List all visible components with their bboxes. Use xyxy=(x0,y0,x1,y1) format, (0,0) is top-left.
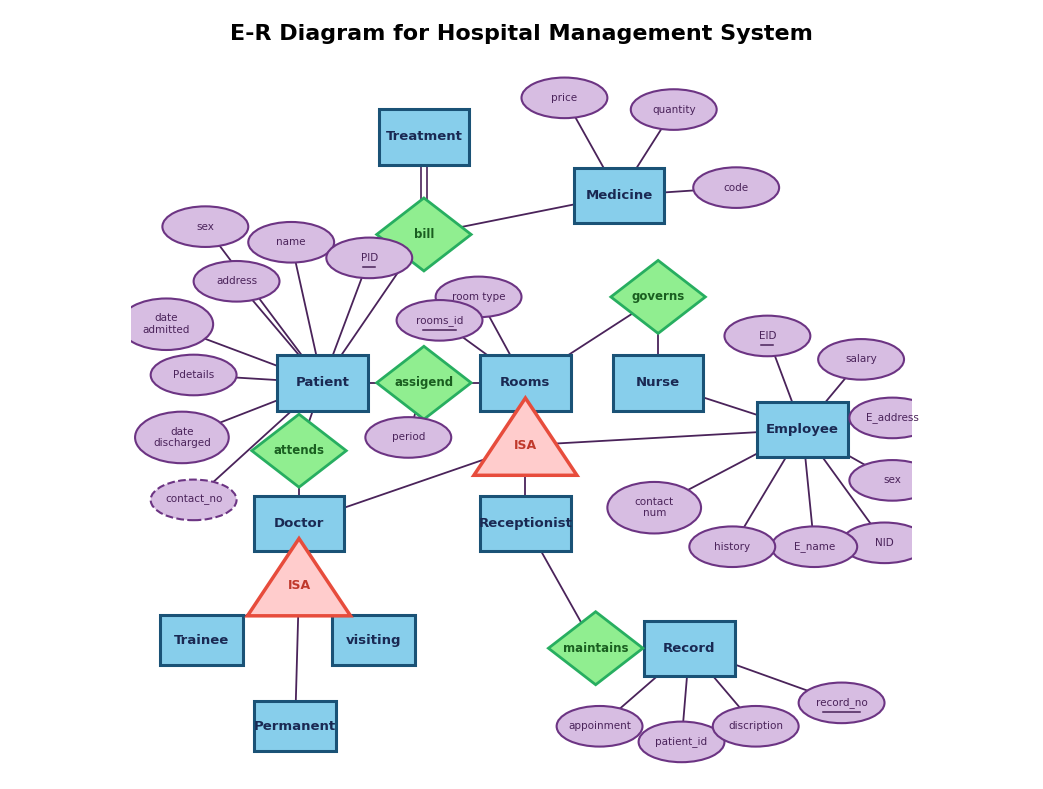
FancyBboxPatch shape xyxy=(645,620,734,676)
Text: Receptionist: Receptionist xyxy=(479,517,573,529)
FancyBboxPatch shape xyxy=(379,109,469,165)
Text: EID: EID xyxy=(758,331,776,341)
Text: attends: attends xyxy=(273,444,324,457)
Text: Permanent: Permanent xyxy=(254,720,336,733)
Ellipse shape xyxy=(631,89,717,130)
FancyBboxPatch shape xyxy=(574,168,664,223)
Text: E_name: E_name xyxy=(794,541,834,552)
Text: E_address: E_address xyxy=(866,413,919,424)
Text: maintains: maintains xyxy=(563,641,629,655)
Text: code: code xyxy=(724,182,749,193)
Text: appoinment: appoinment xyxy=(568,721,631,731)
Ellipse shape xyxy=(150,355,237,395)
Text: contact
num: contact num xyxy=(634,497,674,518)
Text: Record: Record xyxy=(663,641,715,655)
Polygon shape xyxy=(377,198,471,271)
Text: assigend: assigend xyxy=(394,376,454,389)
FancyBboxPatch shape xyxy=(160,615,243,665)
Ellipse shape xyxy=(725,316,810,357)
Ellipse shape xyxy=(150,480,237,520)
Polygon shape xyxy=(251,414,346,487)
FancyBboxPatch shape xyxy=(253,701,337,751)
Text: Doctor: Doctor xyxy=(274,517,324,529)
Text: period: period xyxy=(391,432,425,443)
Ellipse shape xyxy=(120,298,213,350)
Text: contact_no: contact_no xyxy=(165,495,222,505)
FancyBboxPatch shape xyxy=(253,495,344,551)
Text: sex: sex xyxy=(196,222,214,232)
Ellipse shape xyxy=(163,207,248,247)
Polygon shape xyxy=(549,611,642,685)
Text: room type: room type xyxy=(452,292,505,302)
Text: patient_id: patient_id xyxy=(655,736,707,747)
Text: address: address xyxy=(216,276,258,286)
Polygon shape xyxy=(474,398,577,475)
Text: PID: PID xyxy=(361,253,378,263)
Text: salary: salary xyxy=(845,354,877,365)
Ellipse shape xyxy=(849,398,936,438)
Ellipse shape xyxy=(248,222,334,263)
Ellipse shape xyxy=(772,526,857,567)
Text: Nurse: Nurse xyxy=(636,376,680,389)
Ellipse shape xyxy=(557,706,642,746)
FancyBboxPatch shape xyxy=(480,495,571,551)
Text: Rooms: Rooms xyxy=(501,376,551,389)
Text: Trainee: Trainee xyxy=(174,634,229,647)
Text: Patient: Patient xyxy=(295,376,349,389)
Text: quantity: quantity xyxy=(652,105,696,114)
Ellipse shape xyxy=(712,706,799,746)
Ellipse shape xyxy=(694,167,779,208)
FancyBboxPatch shape xyxy=(613,355,703,410)
Text: ISA: ISA xyxy=(288,579,311,593)
FancyBboxPatch shape xyxy=(480,355,571,410)
FancyBboxPatch shape xyxy=(757,402,848,458)
Text: discription: discription xyxy=(728,721,783,731)
Ellipse shape xyxy=(436,277,522,317)
Text: ISA: ISA xyxy=(514,439,537,452)
Text: rooms_id: rooms_id xyxy=(416,315,463,326)
Text: name: name xyxy=(276,237,306,247)
Ellipse shape xyxy=(638,722,725,762)
Ellipse shape xyxy=(689,526,775,567)
Ellipse shape xyxy=(849,460,936,501)
Text: Treatment: Treatment xyxy=(386,130,462,144)
Text: sex: sex xyxy=(883,476,901,485)
Text: date
discharged: date discharged xyxy=(153,427,211,448)
Polygon shape xyxy=(247,539,350,616)
Polygon shape xyxy=(377,346,471,419)
Text: Medicine: Medicine xyxy=(585,189,653,202)
Ellipse shape xyxy=(799,682,884,724)
Text: Employee: Employee xyxy=(767,423,839,436)
Text: governs: governs xyxy=(631,290,685,304)
Text: record_no: record_no xyxy=(816,697,868,709)
Ellipse shape xyxy=(522,77,607,118)
FancyBboxPatch shape xyxy=(277,355,368,410)
Ellipse shape xyxy=(194,261,280,301)
Ellipse shape xyxy=(326,237,412,279)
Ellipse shape xyxy=(607,482,701,533)
Text: visiting: visiting xyxy=(345,634,401,647)
Ellipse shape xyxy=(365,417,452,458)
Ellipse shape xyxy=(136,412,228,463)
Text: Pdetails: Pdetails xyxy=(173,370,214,380)
Polygon shape xyxy=(611,260,705,334)
FancyBboxPatch shape xyxy=(332,615,414,665)
Text: bill: bill xyxy=(414,228,434,241)
Text: price: price xyxy=(552,93,578,103)
Text: E-R Diagram for Hospital Management System: E-R Diagram for Hospital Management Syst… xyxy=(231,24,812,43)
Ellipse shape xyxy=(842,522,927,563)
Text: date
admitted: date admitted xyxy=(143,313,190,335)
Ellipse shape xyxy=(818,339,904,380)
Text: NID: NID xyxy=(875,538,894,548)
Text: history: history xyxy=(714,542,750,552)
Ellipse shape xyxy=(396,300,483,341)
